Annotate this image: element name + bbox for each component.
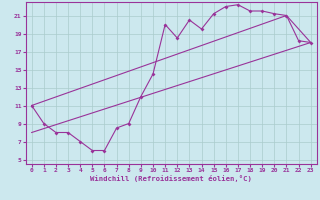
- X-axis label: Windchill (Refroidissement éolien,°C): Windchill (Refroidissement éolien,°C): [90, 175, 252, 182]
